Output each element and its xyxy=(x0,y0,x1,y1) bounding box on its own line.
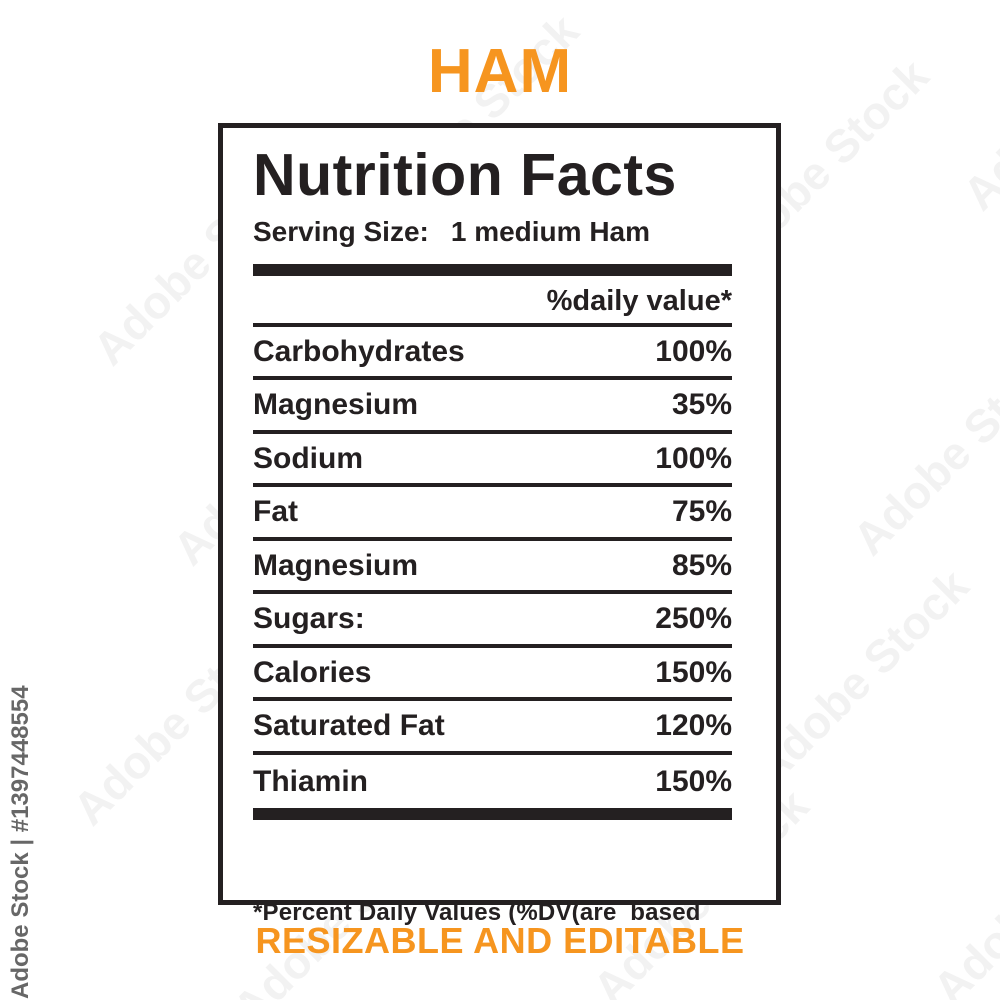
nutrient-value: 85% xyxy=(671,548,732,582)
separator-thick-top xyxy=(253,263,732,276)
footer-note: RESIZABLE AND EDITABLE xyxy=(255,920,745,961)
nutrient-value: 120% xyxy=(655,709,732,743)
daily-value-header: %daily value* xyxy=(253,276,732,327)
nutrition-row: Sodium 100% xyxy=(253,434,732,488)
nutrient-value: 35% xyxy=(671,388,732,422)
nutrient-value: 150% xyxy=(655,655,732,689)
nutrient-value: 150% xyxy=(655,764,732,798)
adobe-stock-watermark-sidebar: Adobe Stock | #1397448554 xyxy=(7,685,34,999)
nutrient-value: 250% xyxy=(655,602,732,636)
adobe-stock-watermark: Adobe Stock xyxy=(952,0,1000,220)
nutrient-value: 75% xyxy=(671,495,732,529)
nutrient-name: Sugars: xyxy=(253,602,365,636)
nutrient-name: Fat xyxy=(253,495,298,529)
separator-thick-bottom xyxy=(253,808,732,821)
adobe-stock-watermark: Adobe Stock xyxy=(842,329,1000,565)
adobe-stock-watermark: Adobe Stock xyxy=(922,779,1000,1000)
nutrient-name: Carbohydrates xyxy=(253,334,465,368)
nutrient-name: Calories xyxy=(253,655,372,689)
nutrition-row: Calories 150% xyxy=(253,648,732,702)
nutrition-row: Thiamin 150% xyxy=(253,755,732,809)
nutrient-name: Sodium xyxy=(253,441,363,475)
nutrition-row: Saturated Fat 120% xyxy=(253,701,732,755)
serving-size-line: Serving Size: 1 medium Ham xyxy=(253,216,732,248)
nutrition-row: Magnesium 35% xyxy=(253,380,732,434)
product-title: HAM xyxy=(427,37,573,106)
footnote-line1: *Percent Daily Values (%DV(are based xyxy=(253,899,701,927)
serving-size-value: 1 medium Ham xyxy=(450,215,651,247)
footnote-line2: on a 2,000-calorie diet, xyxy=(253,995,732,1000)
nutrition-row: Sugars: 250% xyxy=(253,594,732,648)
nutrition-row: Fat 75% xyxy=(253,487,732,541)
nutrient-value: 100% xyxy=(655,334,732,368)
footnote: *Percent Daily Values (%DV(are based on … xyxy=(253,830,732,1000)
nutrition-row: Magnesium 85% xyxy=(253,541,732,595)
serving-size-label: Serving Size: xyxy=(253,215,429,247)
label-heading: Nutrition Facts xyxy=(253,142,677,208)
nutrition-row: Carbohydrates 100% xyxy=(253,327,732,381)
nutrient-name: Thiamin xyxy=(253,764,369,798)
nutrition-label: Nutrition Facts Serving Size: 1 medium Ha… xyxy=(218,123,781,1000)
nutrient-rows: Carbohydrates 100% Magnesium 35% Sodium 100% F… xyxy=(253,327,732,809)
nutrient-name: Magnesium xyxy=(253,548,419,582)
nutrient-value: 100% xyxy=(655,441,732,475)
nutrient-name: Magnesium xyxy=(253,388,419,422)
nutrient-name: Saturated Fat xyxy=(253,709,445,743)
